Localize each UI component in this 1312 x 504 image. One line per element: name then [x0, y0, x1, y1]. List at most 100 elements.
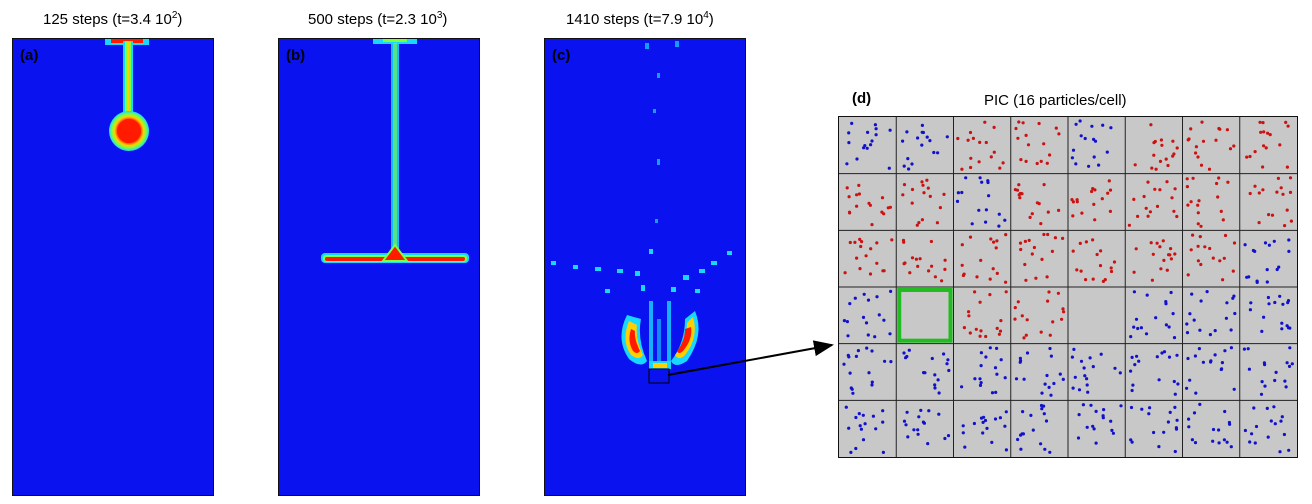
- particle-blue: [993, 417, 998, 421]
- particle-blue: [1272, 239, 1276, 243]
- particle-blue: [1209, 360, 1213, 364]
- particle-red: [1257, 221, 1261, 225]
- particle-red: [1218, 259, 1222, 263]
- particle-blue: [993, 366, 998, 370]
- particle-blue: [844, 405, 848, 409]
- particle-red: [1161, 239, 1165, 243]
- particle-blue: [905, 130, 909, 134]
- particle-blue: [888, 128, 892, 132]
- particle-red: [1106, 191, 1110, 195]
- particle-red: [1218, 127, 1222, 131]
- particle-blue: [1021, 432, 1025, 436]
- particle-red: [1024, 159, 1028, 163]
- particle-blue: [1287, 238, 1291, 242]
- particle-red: [847, 195, 851, 199]
- particle-red: [1253, 150, 1257, 154]
- particle-blue: [1039, 442, 1043, 446]
- particle-blue: [1222, 438, 1226, 442]
- particle-blue: [1288, 346, 1292, 350]
- particle-blue: [1088, 356, 1092, 360]
- particle-red: [1039, 330, 1043, 334]
- particle-red: [1150, 166, 1154, 170]
- particle-blue: [864, 321, 869, 325]
- particle-blue: [1243, 243, 1247, 247]
- particle-red: [848, 240, 852, 245]
- particle-red: [989, 155, 993, 159]
- particle-red: [960, 167, 964, 171]
- particle-red: [1050, 249, 1054, 253]
- particle-blue: [1287, 249, 1291, 253]
- particle-blue: [1185, 331, 1190, 335]
- particle-red: [988, 293, 992, 297]
- particle-blue: [1263, 241, 1268, 245]
- particle-red: [1045, 275, 1049, 279]
- particle-red: [902, 262, 906, 266]
- particle-blue: [933, 386, 937, 390]
- particle-blue: [947, 368, 951, 373]
- particle-red: [994, 246, 998, 250]
- particle-blue: [1229, 445, 1233, 449]
- particle-red: [991, 267, 995, 271]
- particle-red: [943, 267, 947, 271]
- particle-blue: [1265, 406, 1269, 410]
- particle-blue: [1194, 391, 1198, 395]
- particle-red: [1259, 130, 1263, 134]
- particle-blue: [882, 318, 886, 322]
- particle-blue: [887, 166, 891, 170]
- particle-blue: [964, 176, 968, 180]
- particle-red: [1060, 317, 1064, 321]
- particle-red: [1185, 185, 1189, 189]
- particle-blue: [846, 334, 850, 338]
- particle-blue: [1110, 428, 1114, 432]
- particle-red: [1284, 120, 1288, 124]
- particle-blue: [1242, 347, 1246, 351]
- particle-blue: [1208, 333, 1212, 337]
- particle-blue: [866, 333, 870, 337]
- particle-blue: [1129, 335, 1133, 339]
- particle-blue: [1047, 385, 1051, 389]
- particle-blue: [960, 385, 964, 389]
- particle-blue: [901, 139, 905, 143]
- particle-red: [1267, 213, 1271, 217]
- particle-blue: [946, 434, 951, 438]
- particle-blue: [1287, 448, 1291, 452]
- particle-red: [1018, 196, 1022, 200]
- particle-blue: [1227, 420, 1231, 425]
- particle-blue: [1166, 420, 1170, 424]
- particle-blue: [979, 364, 983, 368]
- particle-blue: [1232, 387, 1236, 391]
- particle-red: [967, 314, 971, 318]
- particle-red: [1136, 214, 1140, 218]
- particle-red: [1261, 121, 1265, 125]
- particle-blue: [1225, 301, 1229, 305]
- particle-blue: [1162, 430, 1166, 434]
- particle-red: [1018, 241, 1023, 245]
- particle-red: [1288, 190, 1293, 194]
- particle-blue: [979, 381, 983, 385]
- particle-red: [1189, 248, 1193, 252]
- particle-red: [880, 196, 885, 200]
- particle-red: [1030, 252, 1034, 256]
- particle-blue: [1285, 361, 1289, 365]
- particle-blue: [845, 162, 849, 166]
- particle-blue: [1029, 413, 1033, 417]
- particle-red: [901, 238, 906, 242]
- particle-red: [1158, 245, 1162, 249]
- particle-blue: [1157, 378, 1161, 382]
- particle-red: [922, 191, 926, 195]
- particle-blue: [936, 151, 940, 155]
- particle-blue: [1079, 134, 1083, 138]
- particle-blue: [936, 378, 940, 382]
- particle-blue: [1279, 419, 1283, 423]
- particle-red: [1231, 269, 1235, 273]
- particle-blue: [902, 419, 907, 423]
- particle-blue: [881, 450, 885, 454]
- particle-blue: [855, 157, 859, 161]
- particle-blue: [1273, 300, 1277, 305]
- particle-blue: [933, 373, 937, 377]
- particle-red: [882, 269, 886, 273]
- particle-red: [992, 240, 996, 244]
- particle-blue: [874, 133, 878, 137]
- particle-blue: [1168, 410, 1172, 414]
- particle-blue: [1173, 405, 1177, 409]
